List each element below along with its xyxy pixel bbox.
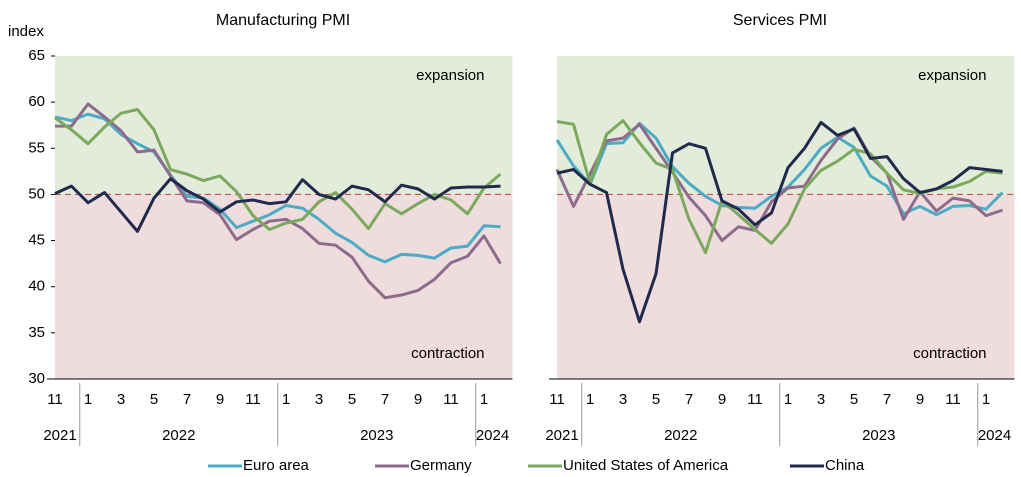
x-tick-label: 11 — [747, 391, 763, 408]
year-label: 2024 — [978, 427, 1011, 444]
legend-label: Euro area — [243, 457, 310, 474]
x-tick-label: 11 — [549, 391, 565, 408]
x-tick-label: 1 — [282, 391, 290, 408]
y-tick-label: 65 — [28, 47, 45, 64]
chart-title: Services PMI — [733, 12, 827, 29]
year-label: 2021 — [43, 427, 76, 444]
x-tick-label: 11 — [47, 391, 63, 408]
x-tick-label: 7 — [381, 391, 389, 408]
series-line — [55, 102, 502, 300]
x-tick-label: 9 — [216, 391, 224, 408]
x-tick-label: 7 — [183, 391, 191, 408]
x-tick-label: 5 — [652, 391, 660, 408]
y-tick-label: 60 — [28, 93, 45, 110]
legend-label: China — [825, 457, 865, 474]
x-tick-label: 5 — [348, 391, 356, 408]
x-tick-label: 3 — [315, 391, 323, 408]
x-tick-label: 1 — [784, 391, 792, 408]
y-tick-label: 30 — [28, 370, 45, 387]
y-tick-label: 35 — [28, 324, 45, 341]
x-tick-label: 5 — [150, 391, 158, 408]
y-tick-label: 50 — [28, 185, 45, 202]
y-tick-label: 55 — [28, 139, 45, 156]
x-tick-label: 1 — [480, 391, 488, 408]
expansion-zone — [55, 56, 513, 195]
y-tick-label: 40 — [28, 278, 45, 295]
x-tick-label: 5 — [850, 391, 858, 408]
legend-label: Germany — [410, 457, 472, 474]
year-label: 2024 — [476, 427, 509, 444]
x-tick-label: 7 — [883, 391, 891, 408]
x-tick-label: 11 — [443, 391, 459, 408]
y-tick-label: 45 — [28, 232, 45, 249]
x-tick-label: 1 — [84, 391, 92, 408]
series-line — [54, 177, 501, 233]
x-tick-label: 9 — [916, 391, 924, 408]
annotation: contraction — [411, 345, 484, 362]
year-label: 2022 — [664, 427, 697, 444]
x-tick-label: 9 — [414, 391, 422, 408]
series-line — [54, 108, 502, 231]
x-tick-label: 11 — [945, 391, 961, 408]
annotation: contraction — [913, 345, 986, 362]
x-tick-label: 3 — [619, 391, 627, 408]
annotation: expansion — [918, 67, 986, 84]
year-label: 2022 — [162, 427, 195, 444]
x-tick-label: 7 — [685, 391, 693, 408]
x-tick-label: 11 — [245, 391, 261, 408]
year-label: 2021 — [545, 427, 578, 444]
year-label: 2023 — [360, 427, 393, 444]
x-tick-label: 1 — [586, 391, 594, 408]
legend-label: United States of America — [563, 457, 729, 474]
chart-title: Manufacturing PMI — [216, 12, 350, 29]
x-tick-label: 3 — [117, 391, 125, 408]
series-line — [556, 120, 1003, 324]
year-label: 2023 — [862, 427, 895, 444]
x-tick-label: 9 — [718, 391, 726, 408]
annotation: expansion — [416, 67, 484, 84]
y-axis-label: index — [8, 23, 44, 40]
x-tick-label: 1 — [982, 391, 990, 408]
x-tick-label: 3 — [817, 391, 825, 408]
